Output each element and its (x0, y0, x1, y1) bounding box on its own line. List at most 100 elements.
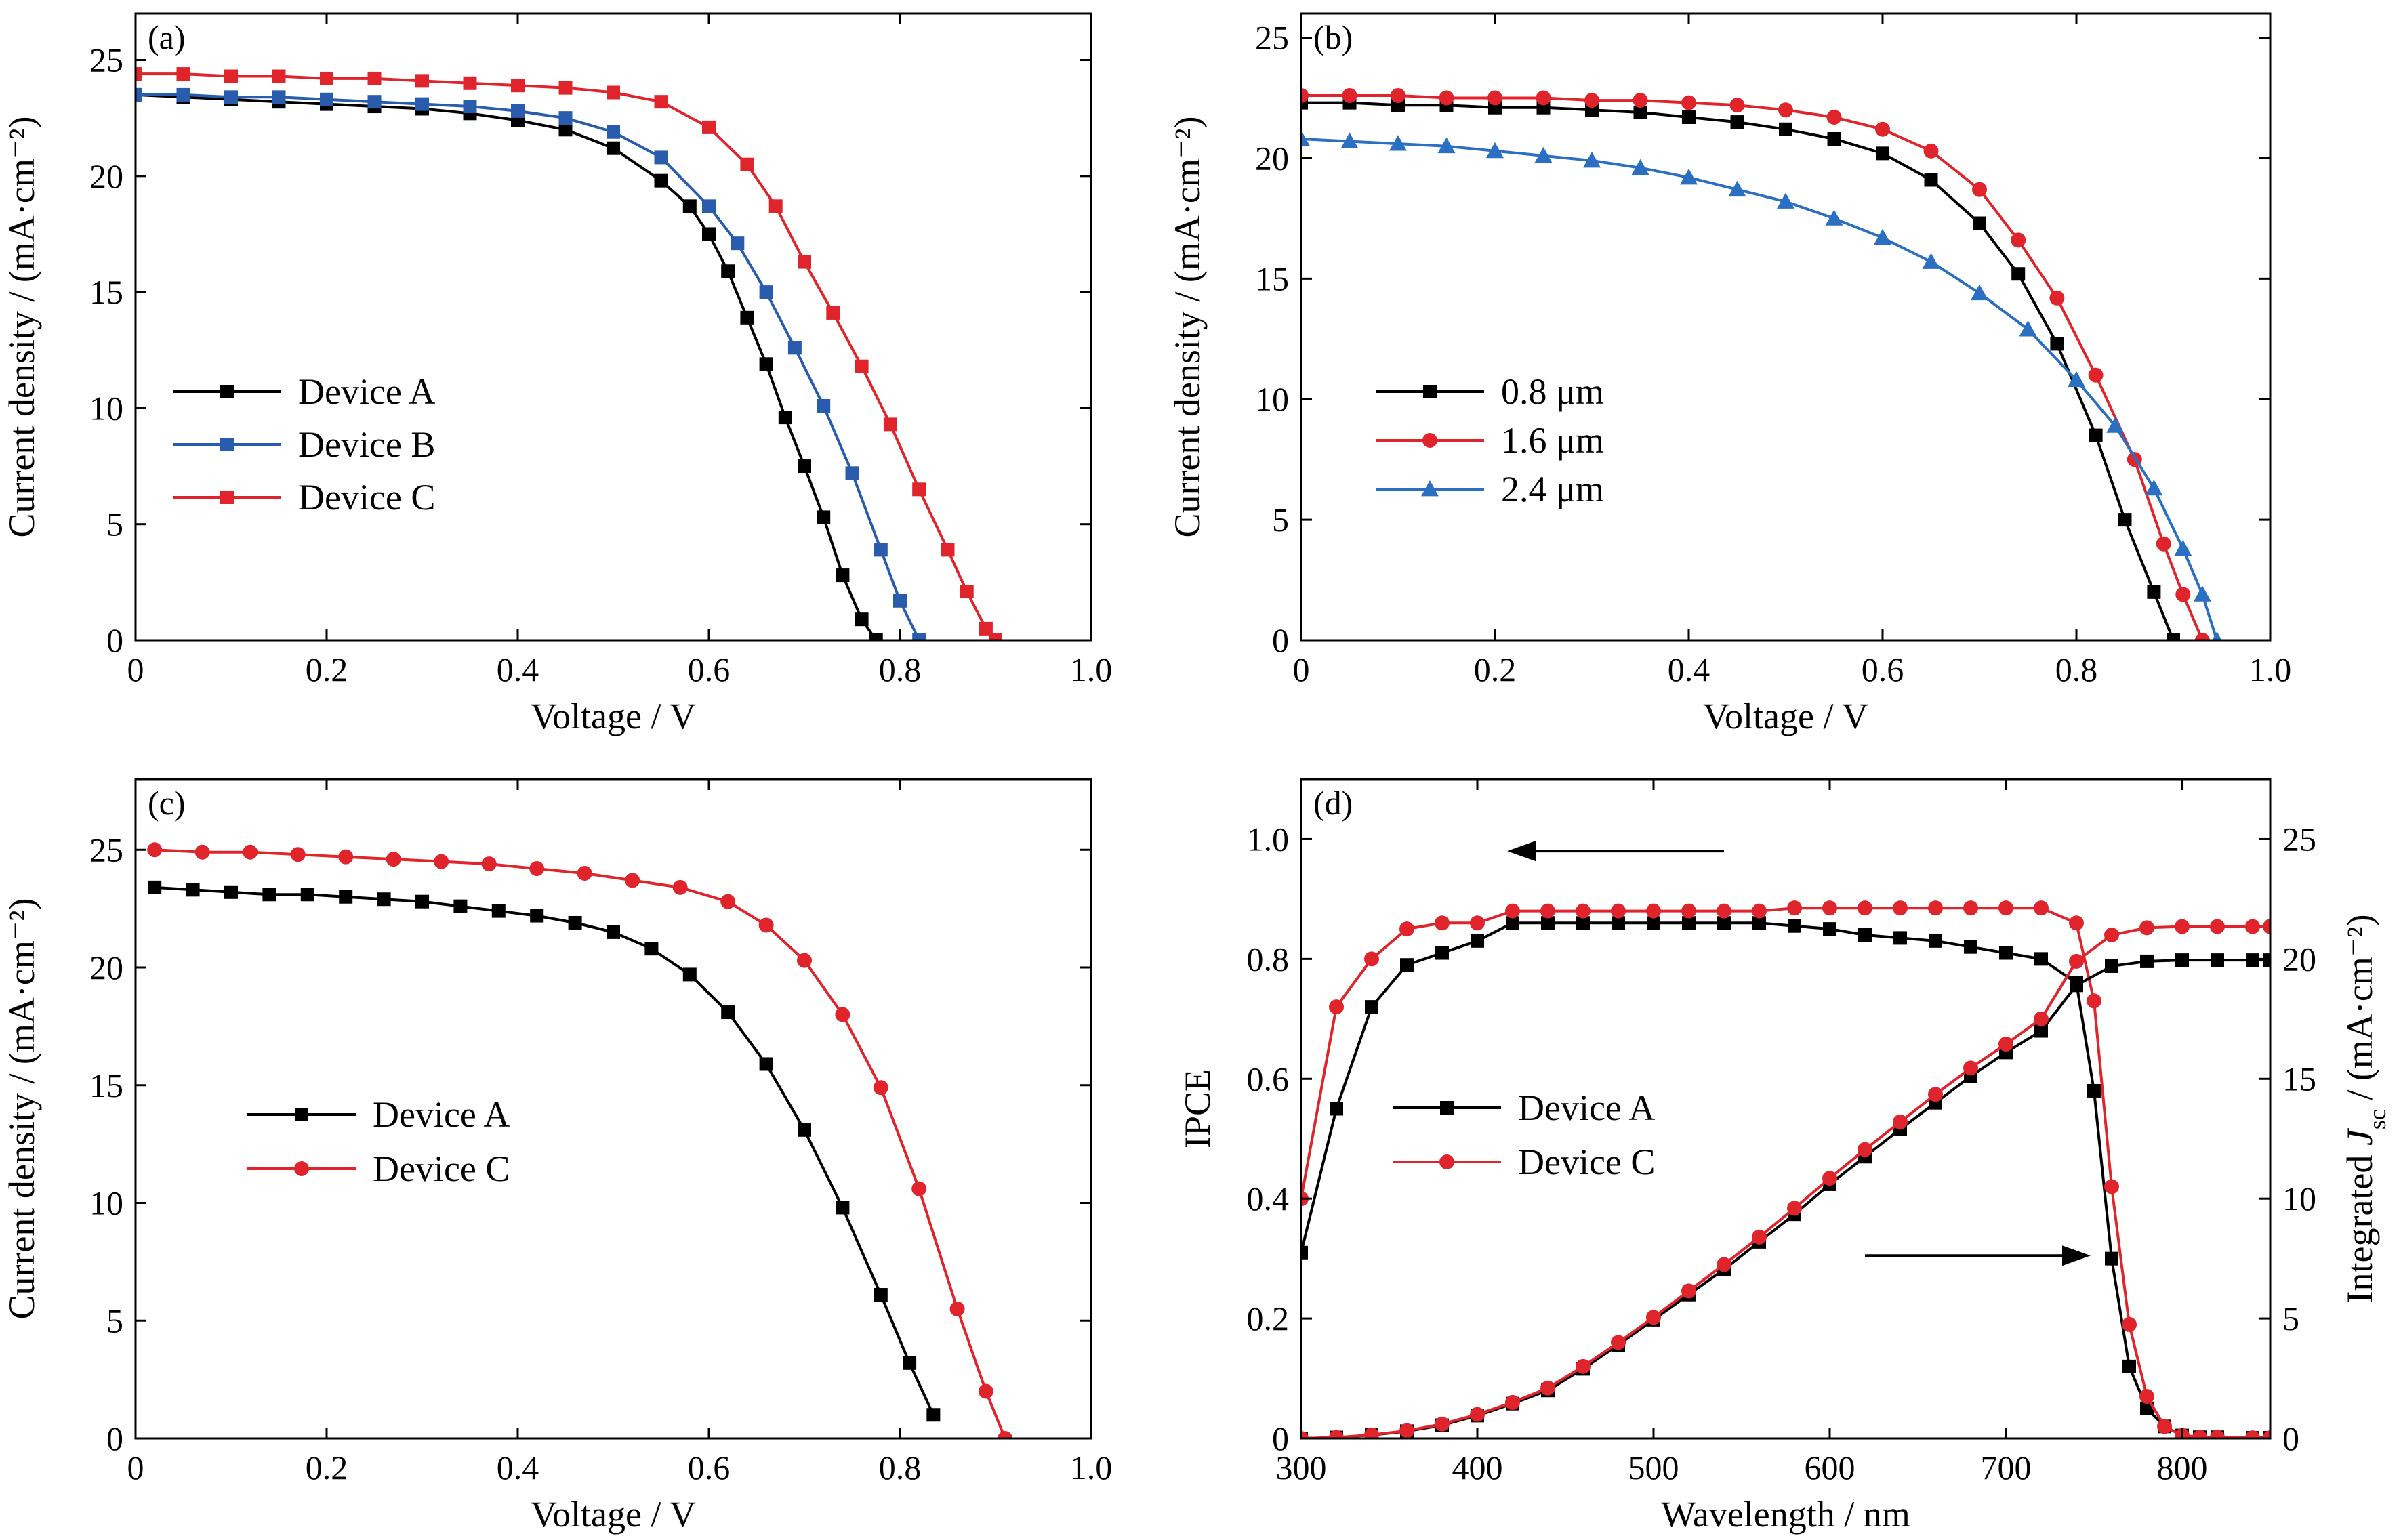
data-point (759, 1057, 773, 1071)
y-tick-label: 15 (89, 1066, 123, 1104)
data-point (2087, 1083, 2101, 1098)
data-point (1399, 1423, 1414, 1438)
y-right-tick-label: 15 (2282, 1060, 2316, 1098)
data-point (1576, 916, 1590, 930)
series-line (155, 886, 935, 1416)
data-point (1893, 931, 1907, 945)
data-point (1788, 919, 1801, 933)
legend-item: Device A (247, 1094, 510, 1135)
data-point (1329, 1430, 1344, 1438)
legend-item: 1.6 μm (1376, 420, 1604, 461)
data-point (529, 861, 545, 877)
data-point (558, 81, 573, 95)
y-tick-label: 0 (106, 1419, 123, 1457)
data-point (873, 1080, 888, 1096)
arrow-head (2062, 1245, 2091, 1266)
y-tick-label: 15 (1255, 259, 1289, 297)
data-point (1505, 903, 1520, 919)
data-point (1680, 168, 1698, 185)
data-point (2105, 1251, 2118, 1266)
data-point (1389, 135, 1407, 151)
data-point (1612, 916, 1625, 930)
data-point (558, 111, 573, 125)
y-right-label-part: sc (2364, 1109, 2391, 1129)
series-device-a (136, 87, 883, 640)
data-point (176, 87, 190, 102)
data-point (1435, 1416, 1450, 1432)
data-point (1717, 903, 1731, 919)
data-point (768, 199, 783, 213)
x-tick-label: 0.4 (1668, 650, 1710, 688)
data-point (826, 306, 840, 320)
data-point (1301, 1245, 1308, 1260)
data-point (2118, 513, 2132, 527)
data-point (2192, 1430, 2207, 1438)
data-point (893, 594, 907, 608)
legend-swatch-marker (1422, 433, 1437, 448)
data-point (491, 904, 506, 918)
legend-item: Device B (173, 424, 435, 465)
data-point (2034, 952, 2048, 966)
data-point (2175, 953, 2189, 967)
data-point (2011, 267, 2026, 281)
data-point (1971, 284, 1988, 301)
x-tick-label: 400 (1452, 1449, 1503, 1486)
data-point (989, 633, 1002, 640)
data-point (2175, 587, 2191, 602)
data-point (855, 359, 869, 373)
data-point (1825, 209, 1843, 226)
data-point (377, 892, 391, 907)
plot-area (147, 842, 1013, 1438)
data-point (1998, 900, 2013, 916)
series-device-c (1301, 900, 2270, 1438)
y-tick-label: 5 (1272, 501, 1289, 539)
chart-panel-a: 0 0.2 0.4 0.6 0.8 1.0 0 5 10 15 20 25 Voltage / V Cur… (1, 12, 1112, 736)
data-point (1779, 122, 1792, 136)
data-point (147, 842, 163, 858)
data-point (1822, 1171, 1837, 1186)
data-point (817, 398, 831, 413)
data-point (1827, 132, 1841, 146)
data-point (1928, 1087, 1943, 1102)
series-1.6-μm (1301, 87, 2210, 640)
data-point (702, 227, 716, 241)
data-point (530, 909, 544, 923)
data-point (243, 844, 258, 860)
data-point (607, 125, 620, 139)
chart-panel-c: 0 0.2 0.4 0.6 0.8 1.0 0 5 10 15 20 25 Voltage / V Cur… (1, 778, 1112, 1535)
data-point (1540, 1380, 1555, 1396)
data-point (2156, 536, 2171, 552)
plot-frame (1300, 778, 2272, 1440)
data-point (1858, 1142, 1872, 1157)
data-point (654, 173, 668, 188)
data-point (2122, 1316, 2137, 1332)
data-point (798, 1123, 811, 1137)
data-point (1505, 1394, 1520, 1410)
series-line (1301, 138, 2219, 640)
data-point (787, 341, 802, 355)
data-point (2122, 1359, 2136, 1373)
data-point (1928, 900, 1943, 916)
data-point (1924, 173, 1938, 187)
y-tick-label: 20 (89, 157, 123, 195)
legend-label: 2.4 μm (1501, 469, 1604, 509)
panel-label: (a) (148, 18, 186, 56)
y-tick-label: 10 (89, 1184, 123, 1222)
data-point (2011, 232, 2026, 248)
data-point (262, 888, 276, 902)
data-point (869, 633, 883, 640)
data-point (625, 873, 640, 888)
series-device-c-integrated (1301, 919, 2270, 1438)
data-point (2194, 633, 2210, 640)
plot-frame (134, 778, 1092, 1440)
x-tick-label: 0.2 (1474, 650, 1517, 688)
series-2.4-μm (1301, 130, 2222, 640)
series-line (155, 848, 1006, 1438)
y-tick-label: 0.2 (1247, 1299, 1290, 1337)
data-point (2105, 959, 2118, 973)
data-point (960, 585, 974, 599)
data-point (912, 482, 926, 497)
legend-swatch-marker (1439, 1154, 1454, 1169)
data-point (1576, 903, 1591, 919)
data-point (2069, 915, 2084, 931)
